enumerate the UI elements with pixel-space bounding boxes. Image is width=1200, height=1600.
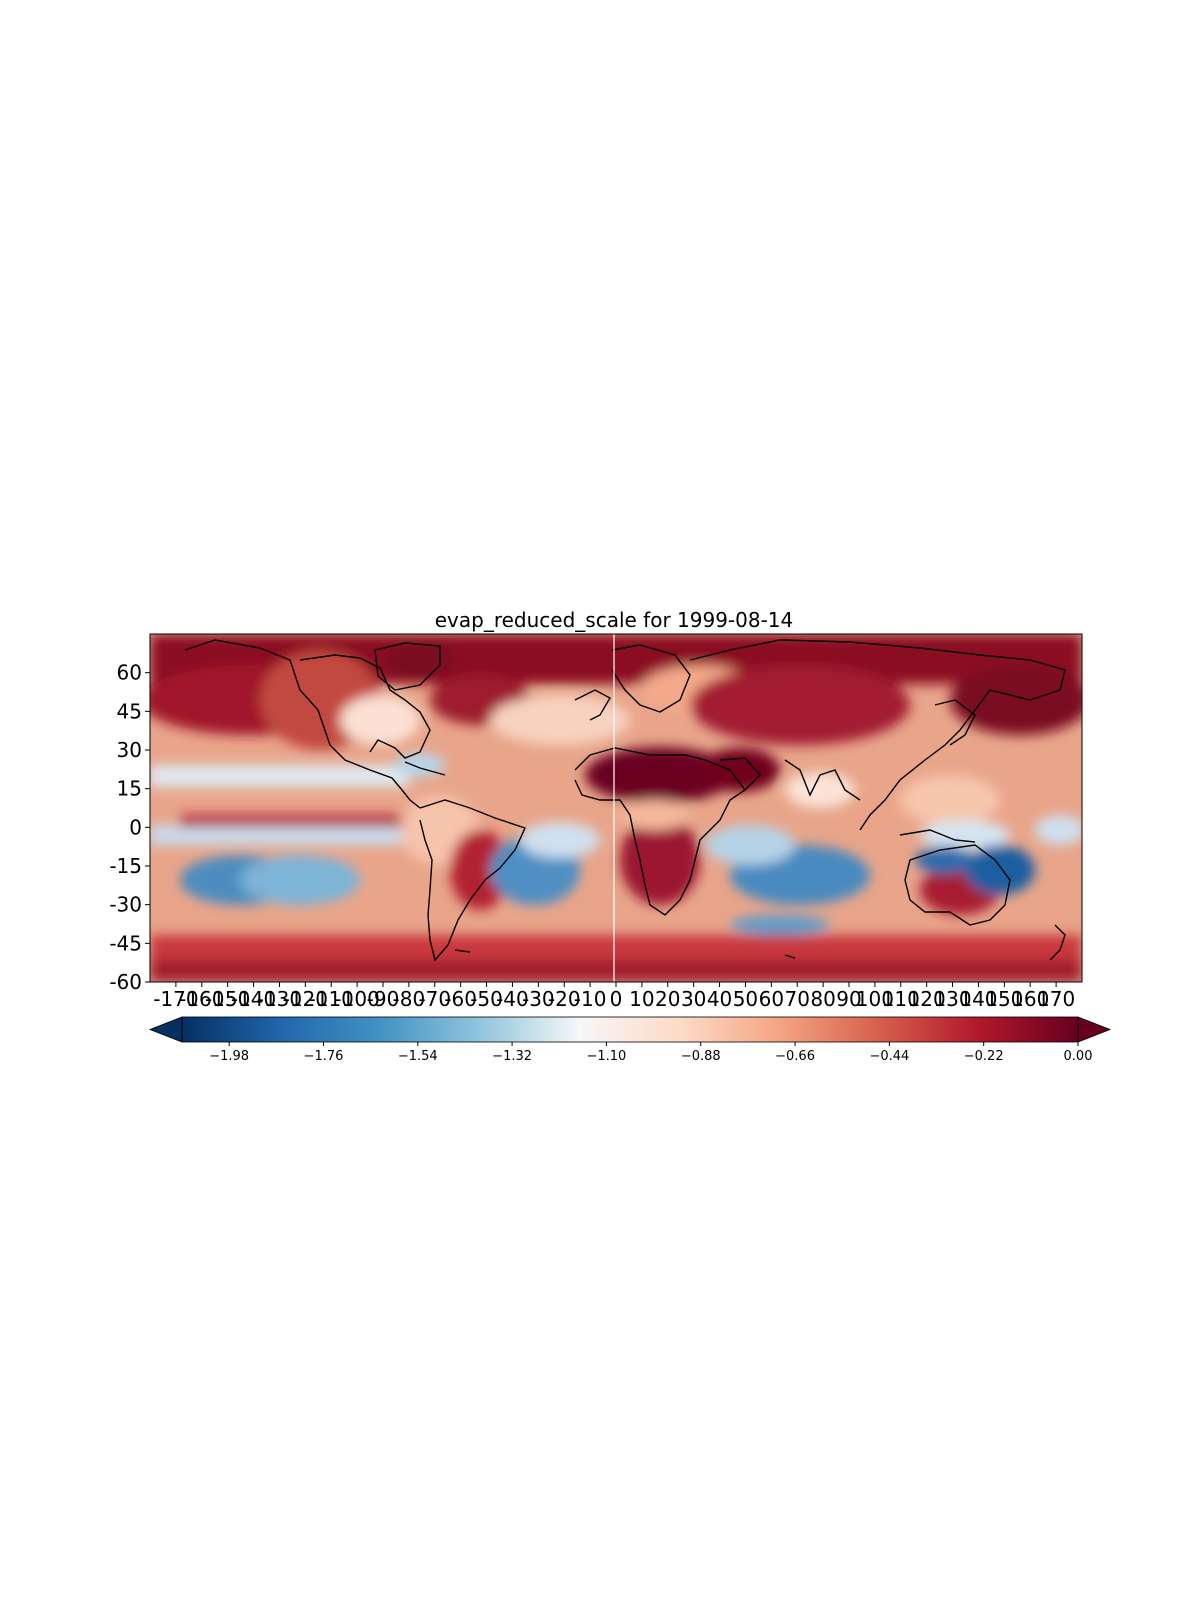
colorbar-tick-label: −1.10 bbox=[586, 1049, 626, 1064]
colorbar-tick-label: −1.32 bbox=[492, 1049, 532, 1064]
x-tick-label: 170 bbox=[1037, 987, 1075, 1011]
x-tick-label: 60 bbox=[759, 987, 784, 1011]
colorbar-gradient bbox=[182, 1017, 1078, 1042]
y-tick-label: 60 bbox=[117, 661, 142, 685]
x-tick-label: -60 bbox=[444, 987, 477, 1011]
x-tick-label: -140 bbox=[231, 987, 276, 1011]
x-tick-label: 70 bbox=[784, 987, 809, 1011]
x-tick-label: -10 bbox=[574, 987, 607, 1011]
colorbar-tick-label: 0.00 bbox=[1064, 1049, 1093, 1064]
field-patches bbox=[150, 634, 1082, 982]
y-tick-label: 0 bbox=[129, 815, 142, 839]
y-tick-label: 45 bbox=[117, 699, 142, 723]
colorbar-tick-label: −1.54 bbox=[398, 1049, 438, 1064]
coastlines bbox=[184, 639, 1066, 962]
x-tick-label: -50 bbox=[470, 987, 503, 1011]
x-tick-label: 30 bbox=[681, 987, 706, 1011]
y-axis: 60 45 30 15 0 -15 -30 -45 -60 bbox=[109, 661, 150, 994]
x-tick-label: -30 bbox=[522, 987, 555, 1011]
colorbar: −1.98 −1.76 −1.54 −1.32 −1.10 −0.88 −0.66 −0.44… bbox=[148, 1016, 1112, 1064]
x-tick-label: 80 bbox=[810, 987, 835, 1011]
x-tick-label: -110 bbox=[309, 987, 354, 1011]
x-tick-label: -120 bbox=[283, 987, 328, 1011]
x-tick-label: 120 bbox=[908, 987, 946, 1011]
x-tick-label: -160 bbox=[179, 987, 224, 1011]
x-tick-label: -40 bbox=[496, 987, 529, 1011]
x-axis: -170-160-150-140-130-120-110-100-90-80-7… bbox=[153, 982, 1075, 1011]
y-tick-label: 15 bbox=[117, 777, 142, 801]
colorbar-tick-label: −0.44 bbox=[869, 1049, 909, 1064]
x-tick-label: 90 bbox=[836, 987, 861, 1011]
colorbar-tick-label: −0.88 bbox=[681, 1049, 721, 1064]
y-tick-label: -45 bbox=[109, 931, 142, 955]
colorbar-frame bbox=[181, 1016, 1079, 1043]
y-tick-label: -30 bbox=[109, 893, 142, 917]
x-tick-label: -170 bbox=[153, 987, 198, 1011]
map-title: evap_reduced_scale for 1999-08-14 bbox=[435, 608, 794, 632]
colorbar-max-extend bbox=[1077, 1016, 1112, 1043]
x-tick-label: 110 bbox=[882, 987, 920, 1011]
x-tick-label: -70 bbox=[418, 987, 451, 1011]
x-tick-label: -90 bbox=[367, 987, 400, 1011]
colorbar-min-extend bbox=[148, 1016, 183, 1043]
x-tick-label: 130 bbox=[933, 987, 971, 1011]
x-tick-label: -130 bbox=[257, 987, 302, 1011]
x-tick-label: 0 bbox=[610, 987, 623, 1011]
x-tick-label: 50 bbox=[733, 987, 758, 1011]
x-tick-label: -20 bbox=[548, 987, 581, 1011]
x-tick-label: 160 bbox=[1011, 987, 1049, 1011]
x-tick-label: 100 bbox=[856, 987, 894, 1011]
colorbar-tick-label: −1.76 bbox=[304, 1049, 344, 1064]
x-tick-label: 10 bbox=[629, 987, 654, 1011]
colorbar-tick-label: −0.22 bbox=[964, 1049, 1004, 1064]
y-tick-label: -60 bbox=[109, 970, 142, 994]
x-tick-label: -100 bbox=[334, 987, 379, 1011]
x-tick-label: 140 bbox=[959, 987, 997, 1011]
map-area bbox=[150, 634, 1082, 982]
colorbar-ticks: −1.98 −1.76 −1.54 −1.32 −1.10 −0.88 −0.66 −0.44… bbox=[209, 1042, 1092, 1064]
x-tick-label: -80 bbox=[393, 987, 426, 1011]
x-tick-label: 40 bbox=[707, 987, 732, 1011]
colorbar-tick-label: −1.98 bbox=[209, 1049, 249, 1064]
x-tick-label: -150 bbox=[205, 987, 250, 1011]
y-tick-label: 30 bbox=[117, 738, 142, 762]
x-tick-label: 20 bbox=[655, 987, 680, 1011]
colorbar-tick-label: −0.66 bbox=[775, 1049, 815, 1064]
x-tick-label: 150 bbox=[985, 987, 1023, 1011]
y-tick-label: -15 bbox=[109, 854, 142, 878]
